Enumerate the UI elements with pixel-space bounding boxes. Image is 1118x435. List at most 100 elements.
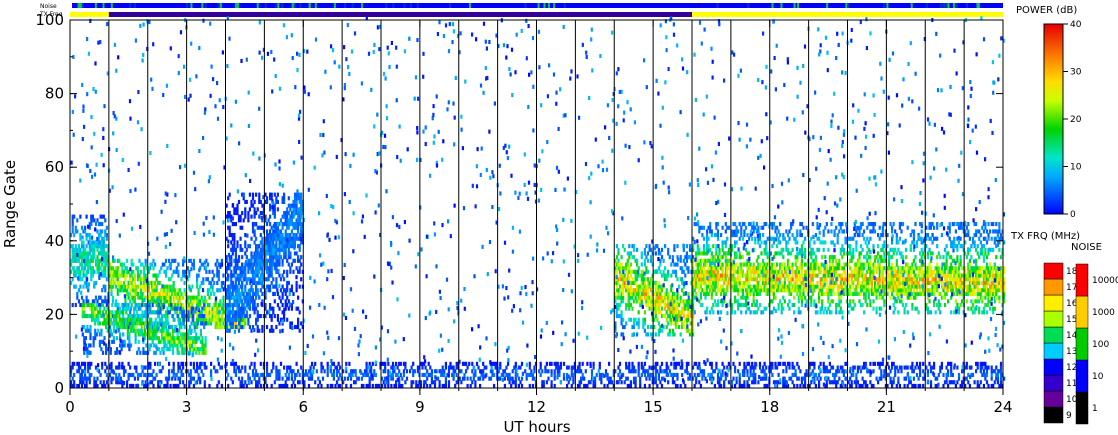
echo-cell (275, 255, 278, 260)
echo-cell (118, 284, 121, 289)
echo-cell (749, 277, 752, 282)
echo-cell (618, 284, 622, 289)
echo-cell (642, 280, 645, 285)
echo-cell (850, 236, 853, 241)
echo-cell (676, 303, 679, 308)
echo-cell (716, 236, 720, 241)
echo-cell (227, 325, 230, 330)
echo-cell (779, 240, 782, 245)
echo-cell (114, 310, 117, 315)
echo-cell (118, 269, 121, 274)
echo-cell (709, 277, 712, 282)
echo-cell (264, 306, 267, 311)
echo-cell (255, 247, 258, 252)
echo-cell (192, 266, 195, 271)
noise-mark (543, 3, 546, 8)
echo-cell (177, 317, 180, 322)
echo-cell (912, 258, 915, 263)
echo-cell (131, 317, 134, 322)
echo-cell (858, 299, 861, 304)
echo-cell (656, 288, 659, 293)
echo-cell (230, 240, 233, 245)
echo-cell (933, 225, 936, 230)
echo-cell (751, 266, 754, 271)
echo-cell (776, 280, 779, 285)
echo-cell (76, 258, 79, 263)
echo-cell (838, 310, 841, 315)
echo-cell (912, 240, 915, 245)
echo-cell (901, 291, 905, 296)
echo-cell (909, 233, 912, 238)
echo-cell (80, 251, 84, 256)
echo-cell (272, 247, 275, 252)
noise-mark (277, 3, 280, 8)
echo-cell (251, 225, 255, 230)
echo-cell (94, 222, 98, 227)
echo-cell (779, 273, 782, 278)
echo-cell (943, 303, 947, 308)
echo-cell (873, 280, 877, 285)
echo-cell (162, 350, 165, 355)
echo-cell (247, 262, 250, 267)
echo-cell (933, 236, 936, 241)
echo-cell (628, 295, 631, 300)
echo-cell (776, 288, 779, 293)
echo-cell (791, 269, 794, 274)
echo-cell (96, 240, 99, 245)
echo-cell (76, 229, 79, 234)
echo-cell (615, 280, 618, 285)
echo-cell (654, 295, 657, 300)
echo-cell (165, 317, 168, 322)
echo-cell (139, 314, 142, 319)
echo-cell (85, 273, 88, 278)
echo-cell (628, 266, 631, 271)
echo-cell (919, 277, 922, 282)
echo-cell (696, 273, 699, 278)
echo-cell (159, 350, 162, 355)
echo-cell (259, 211, 262, 216)
echo-cell (86, 328, 89, 333)
echo-cell (230, 247, 233, 252)
echo-cell (740, 255, 743, 260)
echo-cell (654, 314, 657, 319)
echo-cell (853, 291, 856, 296)
echo-cell (236, 299, 239, 304)
echo-cell (855, 288, 858, 293)
echo-cell (676, 262, 679, 267)
echo-cell (84, 225, 87, 230)
echo-cell (284, 214, 287, 219)
echo-cell (706, 258, 709, 263)
echo-cell (839, 306, 842, 311)
echo-cell (247, 277, 250, 282)
echo-cell (861, 247, 864, 252)
echo-cell (645, 269, 648, 274)
echo-cell (219, 325, 222, 330)
echo-cell (290, 229, 293, 234)
echo-cell (87, 343, 91, 348)
echo-cell (253, 199, 256, 204)
echo-cell (620, 288, 623, 293)
echo-cell (664, 291, 667, 296)
echo-cell (929, 310, 933, 315)
echo-cell (182, 303, 185, 308)
noise-mark (81, 3, 84, 8)
echo-cell (239, 277, 242, 282)
echo-cell (712, 280, 715, 285)
echo-cell (128, 347, 131, 352)
echo-cell (122, 317, 125, 322)
echo-cell (201, 339, 204, 344)
echo-cell (270, 262, 273, 267)
echo-cell (855, 244, 858, 249)
echo-cell (900, 280, 903, 285)
echo-cell (671, 317, 674, 322)
echo-cell (698, 277, 701, 282)
echo-cell (670, 273, 673, 278)
echo-cell (267, 258, 270, 263)
echo-cell (842, 229, 845, 234)
echo-cell (788, 280, 791, 285)
echo-cell (126, 291, 129, 296)
echo-cell (617, 277, 620, 282)
echo-cell (870, 229, 873, 234)
echo-cell (236, 258, 239, 263)
echo-cell (650, 325, 653, 330)
